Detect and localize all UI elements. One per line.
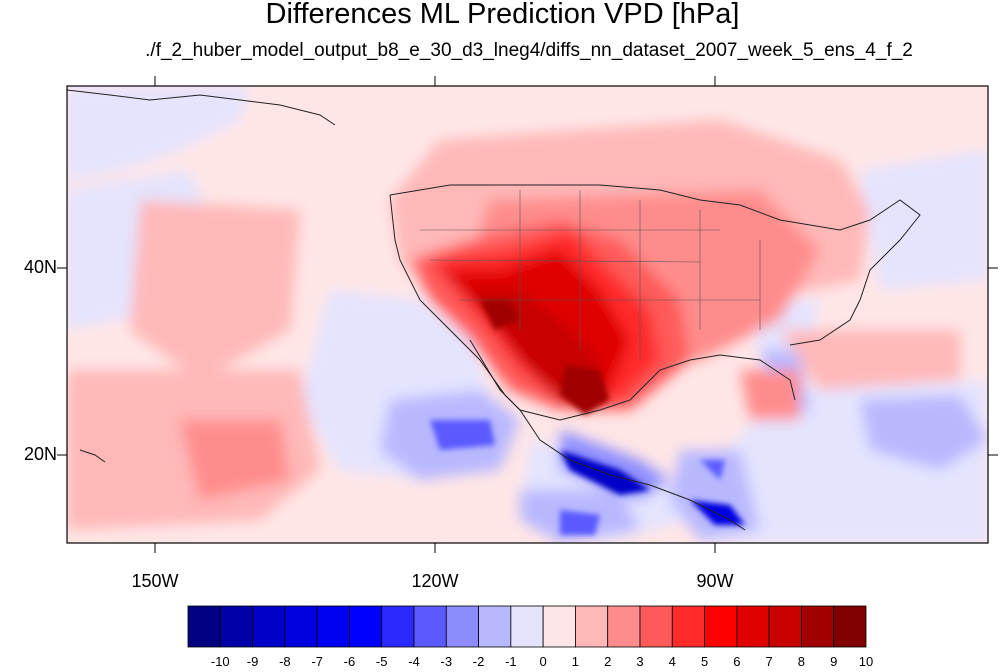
colorbar-tick-label: 8 xyxy=(797,654,806,669)
colorbar-swatch xyxy=(478,605,512,648)
lon-label-90w: 90W xyxy=(696,571,734,591)
axis-ticks xyxy=(57,76,998,553)
colorbar-swatch xyxy=(187,605,221,648)
lat-label-20n: 20N xyxy=(24,444,58,464)
lon-label-150w: 150W xyxy=(131,571,179,591)
colorbar-tick-label: -6 xyxy=(343,654,356,669)
colorbar-swatch xyxy=(381,605,415,648)
colorbar-tick-label: 10 xyxy=(858,654,874,669)
colorbar-swatch xyxy=(575,605,609,648)
colorbar-swatch xyxy=(349,605,383,648)
colorbar-swatch xyxy=(413,605,447,648)
colorbar-tick-label: -7 xyxy=(311,654,323,669)
state-borders xyxy=(420,190,761,360)
colorbar-tick-label: 9 xyxy=(830,654,838,669)
colorbar-swatch xyxy=(704,605,738,648)
colorbar-tick-label: -9 xyxy=(246,654,259,669)
colorbar-swatch xyxy=(284,605,318,648)
colorbar-swatch xyxy=(219,605,253,648)
map-title: Differences ML Prediction VPD [hPa] xyxy=(265,0,740,30)
colorbar-swatch xyxy=(252,605,286,648)
colorbar-swatch xyxy=(510,605,544,648)
colorbar-swatch xyxy=(833,605,867,648)
lat-label-40n: 40N xyxy=(24,257,58,277)
colorbar-tick-label: 5 xyxy=(700,654,709,669)
colorbar-swatch xyxy=(671,605,705,648)
colorbar-swatch xyxy=(768,605,802,648)
plot-frame xyxy=(66,85,989,544)
colorbar-tick-label: 2 xyxy=(604,654,612,669)
colorbar-tick-label: -3 xyxy=(440,654,453,669)
colorbar-tick-label: -5 xyxy=(375,654,388,669)
colorbar-swatch xyxy=(542,605,576,648)
colorbar-swatch xyxy=(445,605,479,648)
colorbar xyxy=(187,605,867,648)
colorbar-tick-label: 3 xyxy=(636,654,644,669)
colorbar-tick-label: -1 xyxy=(505,654,517,669)
colorbar-tick-label: -2 xyxy=(472,654,485,669)
coastline-overlay xyxy=(67,89,921,531)
colorbar-swatch xyxy=(639,605,673,648)
colorbar-swatch xyxy=(607,605,641,648)
vpd-difference-field xyxy=(67,86,988,543)
colorbar-tick-label: 0 xyxy=(539,654,547,669)
colorbar-tick-label: 7 xyxy=(765,654,773,669)
lon-label-120w: 120W xyxy=(411,571,459,591)
colorbar-tick-label: -8 xyxy=(279,654,291,669)
colorbar-swatch xyxy=(801,605,835,648)
colorbar-tick-label: -4 xyxy=(408,654,420,669)
colorbar-swatch xyxy=(736,605,770,648)
colorbar-tick-label: 4 xyxy=(668,654,676,669)
colorbar-tick-label: 6 xyxy=(733,654,741,669)
colorbar-tick-label: -10 xyxy=(210,654,230,669)
map-subtitle: ./f_2_huber_model_output_b8_e_30_d3_lneg… xyxy=(145,40,913,61)
colorbar-tick-label: 1 xyxy=(571,654,580,669)
colorbar-swatch xyxy=(316,605,350,648)
